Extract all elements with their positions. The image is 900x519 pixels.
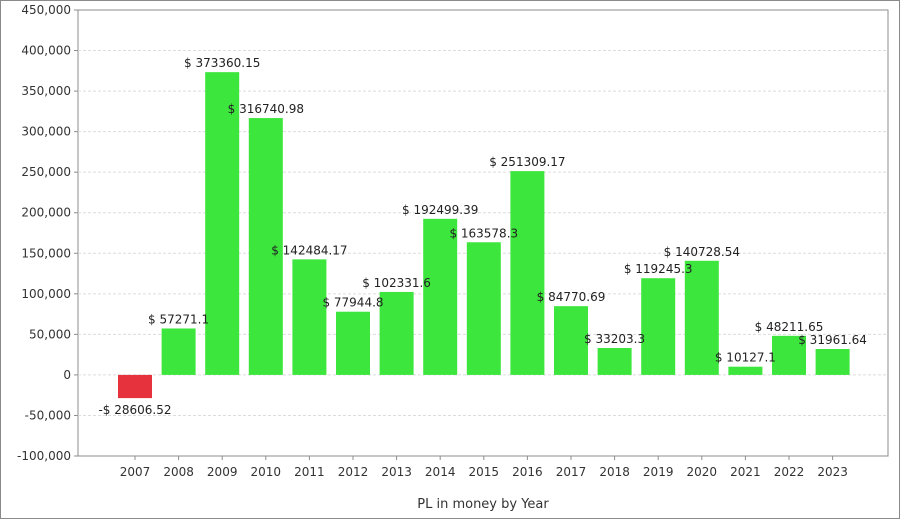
y-tick-label: 250,000 <box>21 165 71 179</box>
bar-2018 <box>597 347 632 375</box>
data-label-2012: $ 77944.8 <box>322 296 383 310</box>
y-tick-label: 400,000 <box>21 44 71 58</box>
x-tick-label: 2008 <box>163 465 194 479</box>
bar-2012 <box>336 311 370 375</box>
data-label-2020: $ 140728.54 <box>664 245 740 259</box>
bar-2010 <box>248 118 283 375</box>
y-tick-label: -100,000 <box>17 449 71 463</box>
y-tick-label: 50,000 <box>29 327 71 341</box>
data-label-2010: $ 316740.98 <box>228 102 304 116</box>
data-label-2018: $ 33203.3 <box>584 332 645 346</box>
data-label-2017: $ 84770.69 <box>537 290 606 304</box>
data-label-2021: $ 10127.1 <box>715 351 776 365</box>
bar-2011 <box>292 259 327 375</box>
bar-2020 <box>684 260 719 375</box>
x-axis-title: PL in money by Year <box>417 497 549 512</box>
x-tick-label: 2009 <box>207 465 238 479</box>
x-tick-label: 2012 <box>338 465 369 479</box>
data-label-2023: $ 31961.64 <box>798 333 867 347</box>
y-tick-label: 450,000 <box>21 3 71 17</box>
x-tick-label: 2015 <box>469 465 500 479</box>
x-tick-label: 2023 <box>817 465 848 479</box>
data-label-2014: $ 192499.39 <box>402 203 478 217</box>
bars <box>118 72 850 399</box>
data-label-2016: $ 251309.17 <box>489 155 565 169</box>
data-label-2015: $ 163578.3 <box>449 226 518 240</box>
data-label-2008: $ 57271.1 <box>148 312 209 326</box>
bar-2008 <box>161 328 196 375</box>
bar-2007 <box>118 374 152 399</box>
bar-2014 <box>423 218 458 375</box>
data-label-2011: $ 142484.17 <box>271 243 347 257</box>
x-tick-label: 2022 <box>774 465 805 479</box>
bar-2013 <box>379 291 414 375</box>
bar-2023 <box>815 348 850 375</box>
x-tick-label: 2019 <box>643 465 674 479</box>
x-tick-label: 2010 <box>251 465 282 479</box>
y-tick-label: 150,000 <box>21 246 71 260</box>
x-tick-label: 2016 <box>512 465 543 479</box>
bar-2019 <box>641 278 676 375</box>
bar-2022 <box>772 335 806 375</box>
bar-2021 <box>728 366 763 375</box>
data-labels: -$ 28606.52 $ 57271.1 $ 373360.15 $ 316740.… <box>98 56 866 417</box>
y-tick-label: 0 <box>63 368 71 382</box>
y-tick-label: 350,000 <box>21 84 71 98</box>
x-tick-label: 2017 <box>556 465 587 479</box>
x-tick-label: 2014 <box>425 465 456 479</box>
y-tick-label: 200,000 <box>21 206 71 220</box>
bar-2016 <box>510 171 545 375</box>
x-tick-label: 2018 <box>599 465 630 479</box>
data-label-2009: $ 373360.15 <box>184 56 260 70</box>
y-tick-label: 300,000 <box>21 125 71 139</box>
data-label-2019: $ 119245.3 <box>624 262 693 276</box>
bar-2015 <box>466 242 501 375</box>
y-tick-label: 100,000 <box>21 287 71 301</box>
x-tick-label: 2021 <box>730 465 761 479</box>
x-tick-label: 2013 <box>381 465 412 479</box>
y-axis-ticks: -100,000 -50,000 0 50,000 100,000 150,000 200,… <box>17 3 78 463</box>
x-tick-label: 2020 <box>687 465 718 479</box>
data-label-2022: $ 48211.65 <box>755 320 824 334</box>
y-tick-label: -50,000 <box>25 408 71 422</box>
data-label-2013: $ 102331.6 <box>362 276 431 290</box>
x-tick-label: 2011 <box>294 465 325 479</box>
data-label-2007: -$ 28606.52 <box>98 403 171 417</box>
x-axis-ticks: 2007 2008 2009 2010 2011 2012 2013 2014 2015 2016… <box>120 456 848 479</box>
bar-2009 <box>205 72 240 375</box>
x-tick-label: 2007 <box>120 465 151 479</box>
bar-2017 <box>554 306 588 375</box>
